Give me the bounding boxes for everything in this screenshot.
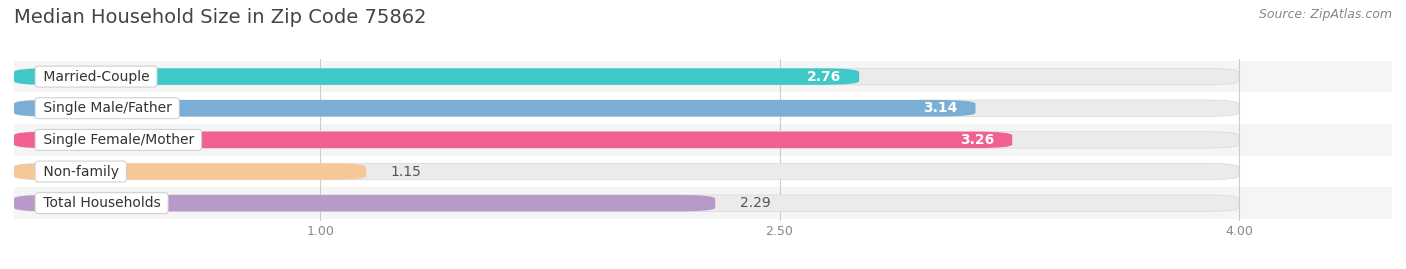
Text: 3.14: 3.14	[922, 101, 957, 115]
FancyBboxPatch shape	[14, 124, 1392, 156]
FancyBboxPatch shape	[14, 195, 716, 211]
FancyBboxPatch shape	[14, 132, 1012, 148]
Text: 3.26: 3.26	[960, 133, 994, 147]
Text: 1.15: 1.15	[391, 165, 422, 179]
FancyBboxPatch shape	[14, 187, 1392, 219]
Text: Median Household Size in Zip Code 75862: Median Household Size in Zip Code 75862	[14, 8, 426, 27]
FancyBboxPatch shape	[14, 100, 976, 116]
FancyBboxPatch shape	[14, 195, 1239, 211]
Text: 2.76: 2.76	[807, 70, 841, 84]
FancyBboxPatch shape	[14, 132, 1239, 148]
Text: Married-Couple: Married-Couple	[38, 70, 153, 84]
FancyBboxPatch shape	[14, 68, 1239, 85]
Text: Source: ZipAtlas.com: Source: ZipAtlas.com	[1258, 8, 1392, 21]
Text: Single Male/Father: Single Male/Father	[38, 101, 176, 115]
FancyBboxPatch shape	[14, 100, 1239, 116]
Text: Single Female/Mother: Single Female/Mother	[38, 133, 198, 147]
Text: Total Households: Total Households	[38, 196, 165, 210]
Text: Non-family: Non-family	[38, 165, 122, 179]
Text: 2.29: 2.29	[740, 196, 770, 210]
FancyBboxPatch shape	[14, 68, 859, 85]
FancyBboxPatch shape	[14, 61, 1392, 93]
FancyBboxPatch shape	[14, 93, 1392, 124]
FancyBboxPatch shape	[14, 163, 366, 180]
FancyBboxPatch shape	[14, 156, 1392, 187]
FancyBboxPatch shape	[14, 163, 1239, 180]
